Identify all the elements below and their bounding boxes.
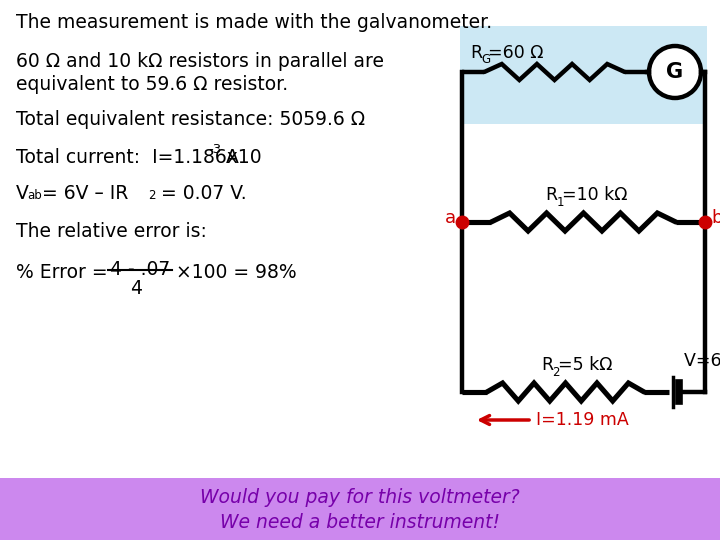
Text: a: a (445, 209, 456, 227)
Text: =5 kΩ: =5 kΩ (559, 356, 613, 374)
Text: = 6V – IR: = 6V – IR (42, 184, 128, 203)
Text: 2: 2 (552, 366, 560, 379)
Text: 2: 2 (148, 189, 156, 202)
Text: G: G (667, 62, 683, 82)
Text: =10 kΩ: =10 kΩ (562, 186, 628, 204)
Text: 4 - .07: 4 - .07 (110, 260, 170, 279)
Text: V: V (16, 184, 29, 203)
Text: = 0.07 V.: = 0.07 V. (155, 184, 247, 203)
Text: % Error =: % Error = (16, 263, 114, 282)
Text: V=6 V: V=6 V (684, 352, 720, 370)
Text: We need a better instrument!: We need a better instrument! (220, 513, 500, 532)
Text: =60 Ω: =60 Ω (488, 44, 544, 62)
Text: The relative error is:: The relative error is: (16, 222, 207, 241)
Text: b: b (711, 209, 720, 227)
Text: 1: 1 (557, 196, 564, 209)
Text: G: G (481, 53, 490, 66)
Text: Total equivalent resistance: 5059.6 Ω: Total equivalent resistance: 5059.6 Ω (16, 110, 365, 129)
Text: Total current:  I=1.186x10: Total current: I=1.186x10 (16, 148, 261, 167)
Text: 4: 4 (130, 279, 142, 298)
Text: The measurement is made with the galvanometer.: The measurement is made with the galvano… (16, 13, 492, 32)
Text: Would you pay for this voltmeter?: Would you pay for this voltmeter? (200, 488, 520, 508)
Text: I=1.19 mA: I=1.19 mA (536, 411, 629, 429)
Text: 60 Ω and 10 kΩ resistors in parallel are: 60 Ω and 10 kΩ resistors in parallel are (16, 52, 384, 71)
Text: R: R (546, 186, 557, 204)
Bar (460, 26, 707, 124)
Text: equivalent to 59.6 Ω resistor.: equivalent to 59.6 Ω resistor. (16, 75, 288, 94)
Circle shape (649, 46, 701, 98)
Text: ×100 = 98%: ×100 = 98% (176, 263, 297, 282)
Text: R: R (541, 356, 554, 374)
Text: ab: ab (27, 189, 42, 202)
Text: -3: -3 (208, 143, 221, 156)
Text: R: R (470, 44, 482, 62)
Text: A: A (220, 148, 239, 167)
Bar (0, 478, 720, 540)
